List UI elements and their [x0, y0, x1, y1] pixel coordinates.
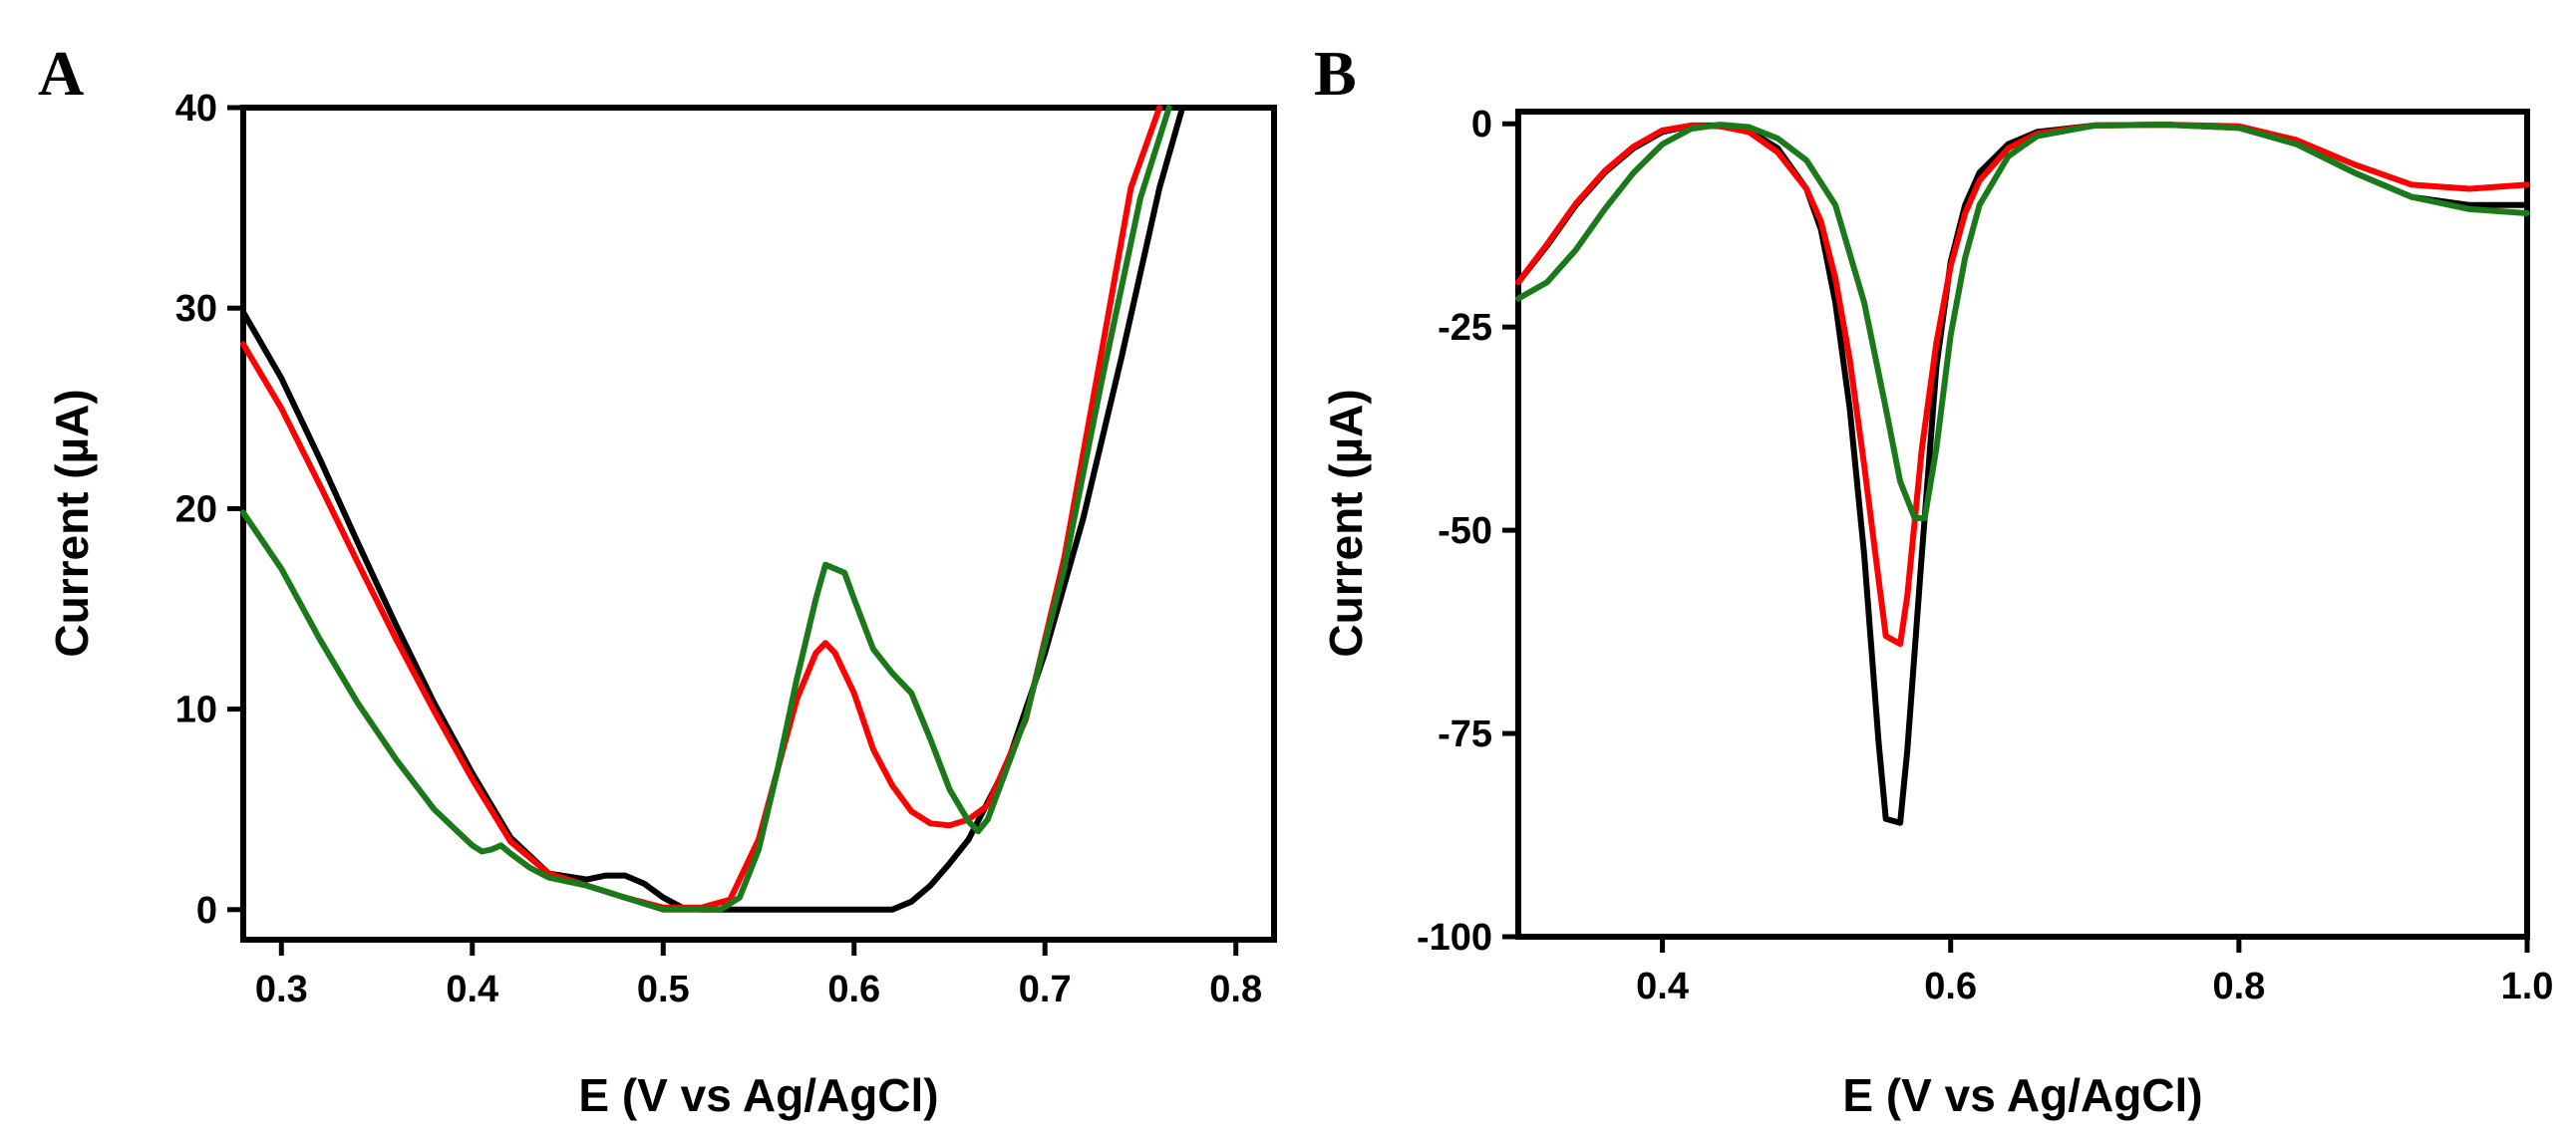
- panel-a-y-tick-label: 40: [175, 88, 217, 130]
- panel-a-plot-frame: [240, 105, 1277, 943]
- panel-a-y-tick-label: 0: [196, 890, 217, 932]
- panel-b-ticks: 0.4 0.6 0.8 1.0 0 -25 -50 -75 -100: [1417, 104, 2553, 1007]
- panel-b-plot-frame: [1515, 109, 2530, 940]
- panel-a-x-tick-label: 0.8: [1209, 969, 1262, 1010]
- panel-b-x-tick-label: 0.6: [1924, 966, 1977, 1007]
- panel-b-y-tick-label: -25: [1438, 307, 1492, 349]
- panel-a-x-tick-label: 0.5: [637, 969, 690, 1010]
- panel-a-y-tick-label: 10: [175, 690, 217, 731]
- panel-b-y-tick-label: -100: [1417, 917, 1492, 959]
- panel-a: A 0.3 0.4 0.5 0.6 0.7 0.8 0 10 20 30 40 E (V vs Ag…: [38, 38, 1277, 1121]
- panel-b-x-tick-label: 0.8: [2212, 966, 2265, 1007]
- panel-a-letter: A: [38, 38, 84, 109]
- panel-b-letter: B: [1314, 38, 1357, 109]
- panel-a-series: [240, 105, 1186, 913]
- panel-a-x-tick-label: 0.7: [1019, 969, 1072, 1010]
- panel-b-y-axis-label: Current (µA): [1320, 389, 1372, 657]
- panel-a-x-tick-label: 0.3: [255, 969, 308, 1010]
- panel-b-x-axis-label: E (V vs Ag/AgCl): [1842, 1069, 2202, 1121]
- panel-a-x-axis-label: E (V vs Ag/AgCl): [578, 1069, 938, 1121]
- panel-b-y-tick-label: -50: [1438, 510, 1492, 552]
- panel-b-series: [1515, 122, 2530, 826]
- panel-a-y-axis-label: Current (µA): [46, 389, 98, 657]
- panel-a-x-tick-label: 0.4: [446, 969, 498, 1010]
- panel-b-series-line-2: [1515, 122, 2530, 648]
- panel-a-y-tick-label: 30: [175, 288, 217, 330]
- panel-a-series-line-3: [240, 105, 1172, 913]
- panel-b-series-line-3: [1515, 122, 2530, 521]
- panel-b-x-tick-label: 0.4: [1636, 966, 1689, 1007]
- panel-a-ticks: 0.3 0.4 0.5 0.6 0.7 0.8 0 10 20 30 40: [175, 88, 1262, 1010]
- panel-a-series-line-1: [240, 105, 1186, 913]
- panel-b-series-line-1: [1515, 122, 2530, 826]
- panel-a-series-line-2: [240, 105, 1163, 911]
- panel-a-y-tick-label: 20: [175, 488, 217, 530]
- panel-b-x-tick-label: 1.0: [2501, 966, 2554, 1007]
- panel-b-y-tick-label: 0: [1471, 104, 1492, 145]
- panel-a-x-tick-label: 0.6: [827, 969, 880, 1010]
- panel-b-y-tick-label: -75: [1438, 713, 1492, 755]
- panel-b: B 0.4 0.6 0.8 1.0 0 -25 -50 -75 -100 E (V vs Ag/…: [1314, 38, 2553, 1121]
